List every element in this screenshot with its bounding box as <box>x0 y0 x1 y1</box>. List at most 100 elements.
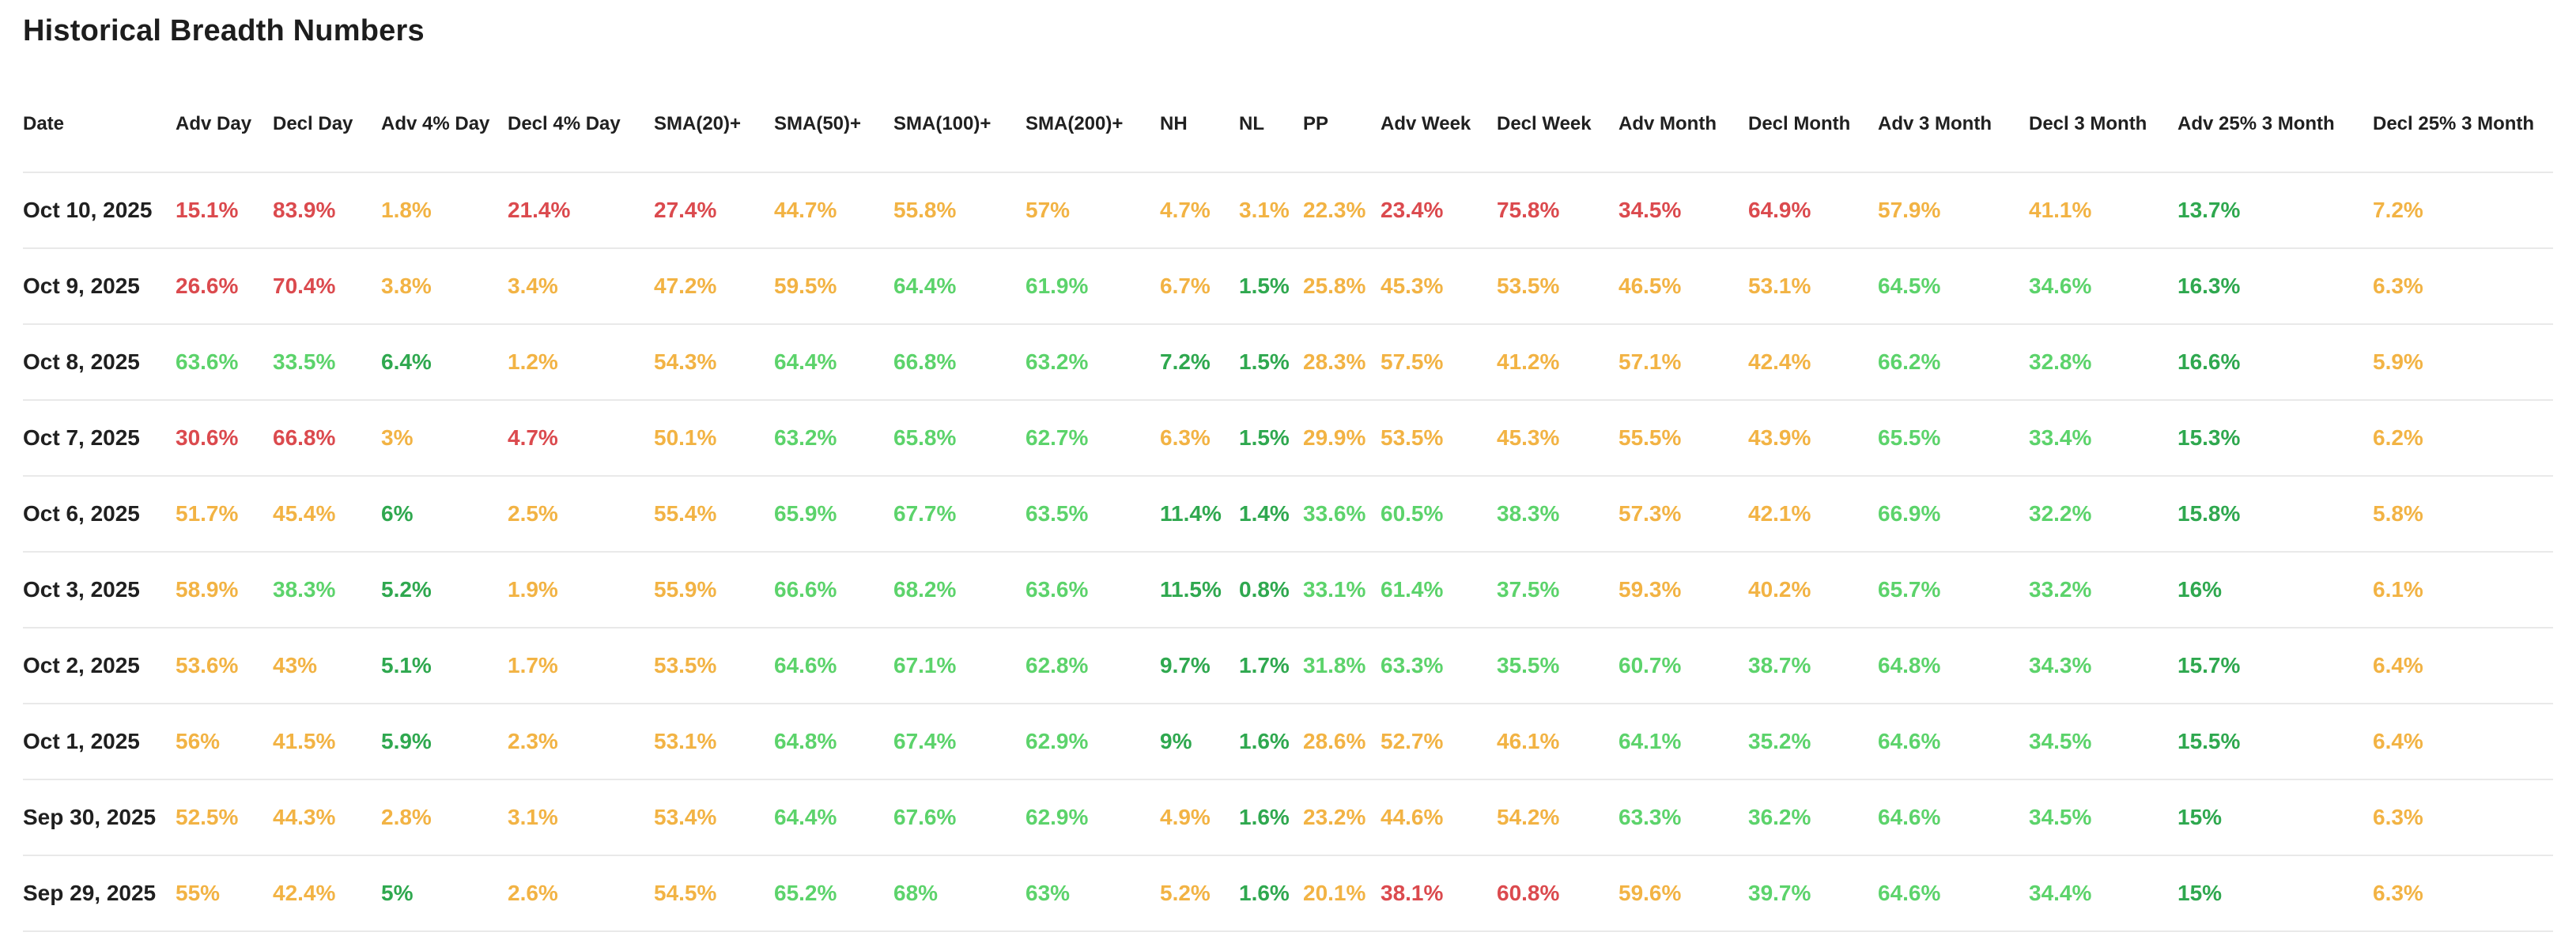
column-header: Decl 25% 3 Month <box>2373 49 2553 173</box>
value-cell: 59.3% <box>1618 552 1748 628</box>
date-cell: Oct 7, 2025 <box>23 400 176 477</box>
value-cell: 64.4% <box>893 248 1025 325</box>
value-cell: 52.5% <box>176 779 273 856</box>
value-cell: 53.1% <box>1748 248 1878 325</box>
value-cell: 1.5% <box>1239 248 1303 325</box>
value-cell: 57.1% <box>1618 324 1748 401</box>
value-cell: 66.2% <box>1878 324 2029 401</box>
value-cell: 63.2% <box>774 400 893 477</box>
value-cell: 63.2% <box>1025 324 1160 401</box>
value-cell: 55% <box>176 855 273 932</box>
column-header: Adv 3 Month <box>1878 49 2029 173</box>
value-cell: 23.4% <box>1381 172 1497 249</box>
value-cell: 9.7% <box>1160 628 1239 704</box>
value-cell: 68% <box>893 855 1025 932</box>
value-cell: 65.8% <box>893 400 1025 477</box>
value-cell: 7.2% <box>1160 324 1239 401</box>
table-row: Oct 6, 2025 51.7% 45.4% 6% 2.5% 55.4% 65.9% 67.… <box>23 476 2553 553</box>
value-cell: 35.5% <box>1497 628 1618 704</box>
value-cell: 44.3% <box>273 779 381 856</box>
value-cell: 66.9% <box>1878 476 2029 553</box>
value-cell: 15% <box>2178 779 2373 856</box>
value-cell: 20.1% <box>1303 855 1381 932</box>
value-cell: 15.5% <box>2178 704 2373 780</box>
value-cell: 45.4% <box>273 476 381 553</box>
value-cell: 64.4% <box>774 324 893 401</box>
value-cell: 34.5% <box>2029 779 2178 856</box>
value-cell: 5.8% <box>2373 476 2553 553</box>
value-cell: 75.8% <box>1497 172 1618 249</box>
value-cell: 39.7% <box>1748 855 1878 932</box>
value-cell: 43% <box>273 628 381 704</box>
value-cell: 32.8% <box>2029 324 2178 401</box>
value-cell: 3% <box>381 400 508 477</box>
value-cell: 33.2% <box>2029 552 2178 628</box>
value-cell: 30.6% <box>176 400 273 477</box>
value-cell: 34.5% <box>2029 704 2178 780</box>
value-cell: 1.8% <box>381 172 508 249</box>
value-cell: 6.4% <box>2373 704 2553 780</box>
value-cell: 37.5% <box>1497 552 1618 628</box>
column-header: PP <box>1303 49 1381 173</box>
value-cell: 54.2% <box>1497 779 1618 856</box>
value-cell: 6.3% <box>2373 779 2553 856</box>
table-row: Sep 30, 2025 52.5% 44.3% 2.8% 3.1% 53.4% 64.4%… <box>23 779 2553 856</box>
value-cell: 42.1% <box>1748 476 1878 553</box>
value-cell: 34.6% <box>2029 248 2178 325</box>
value-cell: 38.7% <box>1748 628 1878 704</box>
value-cell: 28.6% <box>1303 704 1381 780</box>
date-cell: Oct 10, 2025 <box>23 172 176 249</box>
value-cell: 45.3% <box>1381 248 1497 325</box>
column-header: Adv 4% Day <box>381 49 508 173</box>
value-cell: 63% <box>1025 855 1160 932</box>
value-cell: 52.7% <box>1381 704 1497 780</box>
value-cell: 2.6% <box>508 855 654 932</box>
table-row: Oct 10, 2025 15.1% 83.9% 1.8% 21.4% 27.4% 44.7… <box>23 172 2553 249</box>
value-cell: 67.6% <box>893 779 1025 856</box>
column-header: Date <box>23 49 176 173</box>
column-header: Adv 25% 3 Month <box>2178 49 2373 173</box>
value-cell: 6.3% <box>2373 248 2553 325</box>
table-row: Oct 3, 2025 58.9% 38.3% 5.2% 1.9% 55.9% 66.6% 6… <box>23 552 2553 628</box>
value-cell: 46.5% <box>1618 248 1748 325</box>
value-cell: 66.8% <box>273 400 381 477</box>
value-cell: 58.9% <box>176 552 273 628</box>
value-cell: 53.5% <box>1381 400 1497 477</box>
value-cell: 5.2% <box>381 552 508 628</box>
value-cell: 6.7% <box>1160 248 1239 325</box>
column-header: Adv Month <box>1618 49 1748 173</box>
value-cell: 42.4% <box>1748 324 1878 401</box>
value-cell: 41.2% <box>1497 324 1618 401</box>
value-cell: 55.4% <box>654 476 774 553</box>
value-cell: 1.6% <box>1239 855 1303 932</box>
value-cell: 9% <box>1160 704 1239 780</box>
value-cell: 62.9% <box>1025 779 1160 856</box>
value-cell: 60.7% <box>1618 628 1748 704</box>
page-title: Historical Breadth Numbers <box>23 14 425 47</box>
value-cell: 27.4% <box>654 172 774 249</box>
value-cell: 41.5% <box>273 704 381 780</box>
value-cell: 53.5% <box>654 628 774 704</box>
value-cell: 54.3% <box>654 324 774 401</box>
value-cell: 36.2% <box>1748 779 1878 856</box>
value-cell: 6% <box>381 476 508 553</box>
value-cell: 4.9% <box>1160 779 1239 856</box>
value-cell: 43.9% <box>1748 400 1878 477</box>
value-cell: 2.5% <box>508 476 654 553</box>
value-cell: 47.2% <box>654 248 774 325</box>
value-cell: 26.6% <box>176 248 273 325</box>
value-cell: 16.6% <box>2178 324 2373 401</box>
value-cell: 55.8% <box>893 172 1025 249</box>
column-header: Decl Month <box>1748 49 1878 173</box>
value-cell: 67.4% <box>893 704 1025 780</box>
value-cell: 4.7% <box>1160 172 1239 249</box>
value-cell: 65.9% <box>774 476 893 553</box>
value-cell: 67.7% <box>893 476 1025 553</box>
breadth-table: Date Adv Day Decl Day Adv 4% Day Decl 4% Day… <box>23 49 2553 932</box>
value-cell: 23.2% <box>1303 779 1381 856</box>
value-cell: 15.1% <box>176 172 273 249</box>
column-header: Adv Day <box>176 49 273 173</box>
value-cell: 64.8% <box>1878 628 2029 704</box>
value-cell: 64.4% <box>774 779 893 856</box>
